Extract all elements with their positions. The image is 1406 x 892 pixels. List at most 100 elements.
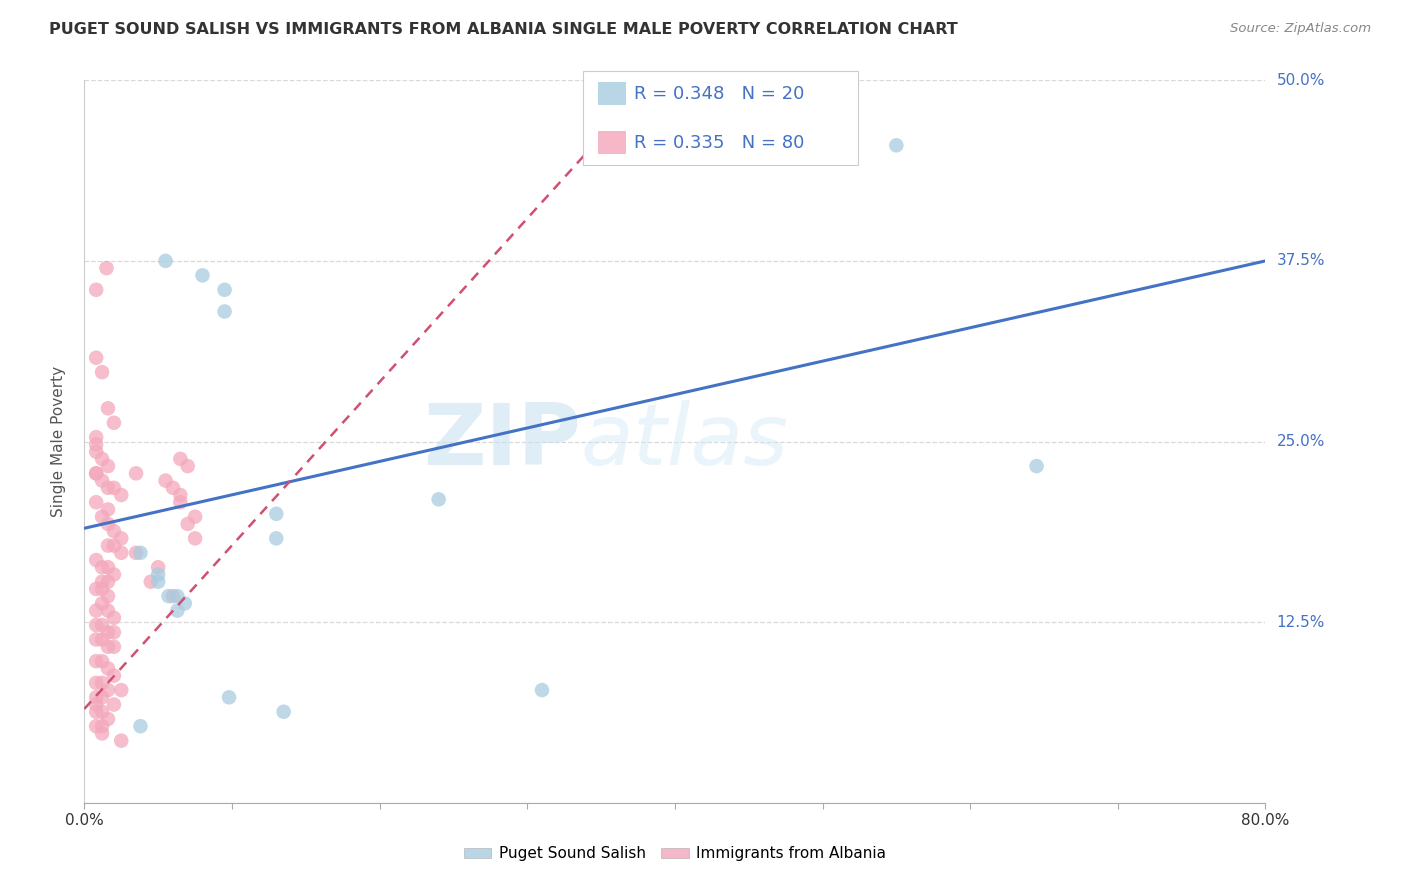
- Point: [125, 546, 148, 560]
- Point: [129, 546, 152, 560]
- Point: [97, 640, 120, 654]
- Point: [273, 705, 295, 719]
- Point: [103, 625, 125, 640]
- Point: [162, 589, 184, 603]
- Point: [427, 492, 450, 507]
- Point: [129, 719, 152, 733]
- Point: [110, 488, 132, 502]
- Point: [97, 661, 120, 675]
- Point: [84, 690, 107, 705]
- Point: [148, 560, 170, 574]
- Text: PUGET SOUND SALISH VS IMMIGRANTS FROM ALBANIA SINGLE MALE POVERTY CORRELATION CH: PUGET SOUND SALISH VS IMMIGRANTS FROM AL…: [49, 22, 957, 37]
- Point: [218, 690, 240, 705]
- Point: [91, 719, 114, 733]
- Point: [91, 676, 114, 690]
- Point: [103, 524, 125, 538]
- Text: ZIP: ZIP: [423, 400, 581, 483]
- Point: [84, 430, 107, 444]
- Point: [97, 625, 120, 640]
- Point: [84, 351, 107, 365]
- Point: [103, 567, 125, 582]
- Point: [103, 481, 125, 495]
- Point: [97, 589, 120, 603]
- Point: [97, 712, 120, 726]
- Point: [84, 444, 107, 458]
- Point: [531, 683, 554, 698]
- Point: [110, 733, 132, 747]
- Point: [84, 437, 107, 451]
- Point: [1025, 459, 1047, 474]
- Legend: Puget Sound Salish, Immigrants from Albania: Puget Sound Salish, Immigrants from Alba…: [457, 840, 893, 867]
- Point: [91, 560, 114, 574]
- Point: [266, 532, 288, 546]
- Point: [139, 574, 162, 589]
- Text: 25.0%: 25.0%: [1277, 434, 1324, 449]
- Point: [103, 416, 125, 430]
- Point: [84, 467, 107, 481]
- Point: [214, 283, 236, 297]
- Point: [97, 401, 120, 416]
- Point: [84, 604, 107, 618]
- Point: [97, 539, 120, 553]
- Point: [97, 574, 120, 589]
- Point: [97, 516, 120, 531]
- Point: [162, 481, 184, 495]
- Point: [155, 474, 177, 488]
- Point: [155, 253, 177, 268]
- Point: [84, 654, 107, 668]
- Point: [266, 507, 288, 521]
- Point: [169, 495, 191, 509]
- Point: [125, 467, 148, 481]
- Point: [103, 539, 125, 553]
- Point: [103, 698, 125, 712]
- Point: [84, 495, 107, 509]
- Point: [91, 596, 114, 610]
- Point: [97, 560, 120, 574]
- Point: [84, 283, 107, 297]
- Point: [84, 582, 107, 596]
- Text: R = 0.348   N = 20: R = 0.348 N = 20: [634, 85, 804, 103]
- Point: [214, 304, 236, 318]
- Point: [91, 582, 114, 596]
- Text: 37.5%: 37.5%: [1277, 253, 1324, 268]
- Point: [169, 488, 191, 502]
- Point: [84, 467, 107, 481]
- Text: 50.0%: 50.0%: [1277, 73, 1324, 87]
- Y-axis label: Single Male Poverty: Single Male Poverty: [51, 366, 66, 517]
- Point: [91, 574, 114, 589]
- Point: [84, 719, 107, 733]
- Point: [84, 676, 107, 690]
- Point: [886, 138, 908, 153]
- Point: [84, 698, 107, 712]
- Point: [184, 509, 207, 524]
- Point: [91, 705, 114, 719]
- Point: [97, 683, 120, 698]
- Point: [84, 632, 107, 647]
- Point: [97, 459, 120, 474]
- Point: [96, 261, 118, 276]
- Point: [177, 516, 200, 531]
- Point: [169, 451, 191, 466]
- Point: [177, 459, 200, 474]
- Text: 12.5%: 12.5%: [1277, 615, 1324, 630]
- Point: [110, 546, 132, 560]
- Point: [91, 509, 114, 524]
- Point: [84, 618, 107, 632]
- Text: Source: ZipAtlas.com: Source: ZipAtlas.com: [1230, 22, 1371, 36]
- Point: [103, 668, 125, 682]
- Point: [97, 502, 120, 516]
- Point: [91, 451, 114, 466]
- Point: [103, 611, 125, 625]
- Point: [148, 567, 170, 582]
- Point: [97, 481, 120, 495]
- Point: [166, 604, 188, 618]
- Point: [148, 574, 170, 589]
- Point: [157, 589, 180, 603]
- Text: atlas: atlas: [581, 400, 789, 483]
- Point: [97, 604, 120, 618]
- Text: R = 0.335   N = 80: R = 0.335 N = 80: [634, 134, 804, 152]
- Point: [91, 690, 114, 705]
- Point: [166, 589, 188, 603]
- Point: [91, 654, 114, 668]
- Point: [84, 705, 107, 719]
